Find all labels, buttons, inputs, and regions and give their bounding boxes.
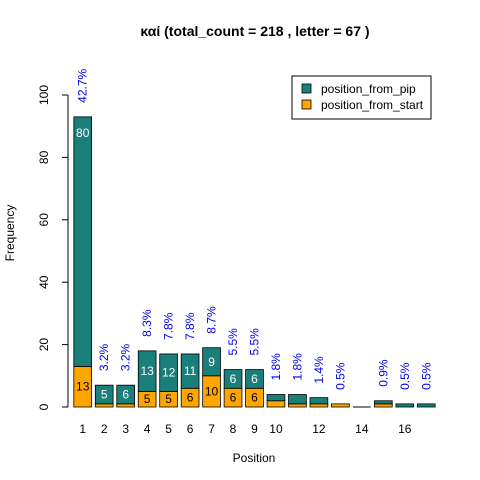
bar-segment-pip	[137, 350, 157, 392]
legend-box	[291, 75, 432, 120]
segment-label-pip: 13	[140, 364, 154, 378]
bars	[73, 116, 436, 408]
bar-segment-start	[331, 403, 350, 408]
y-tick-label: 60	[37, 213, 51, 227]
bar-segment-pip	[416, 403, 436, 408]
bar-segment-pip	[245, 369, 264, 389]
x-tick-label: 6	[187, 422, 194, 436]
segment-label-pip: 6	[122, 388, 129, 402]
bar-segment-pip	[159, 353, 178, 392]
percent-label: 7.8%	[162, 312, 176, 340]
percent-labels: 42.7% 3.2% 3.2% 8.3% 7.8% 7.8% 8.7% 5.5% 5.5% 1.8…	[76, 68, 434, 389]
percent-label: 3.2%	[119, 343, 133, 371]
segment-label-start: 6	[187, 391, 194, 405]
bar-segment-start	[309, 403, 329, 408]
segment-label-start: 5	[165, 392, 172, 406]
bar-segment-pip	[223, 369, 243, 389]
segment-label-start: 13	[76, 380, 90, 394]
segment-label-start: 5	[144, 392, 151, 406]
x-axis: 1 2 3 4 5 6 7 8 9 10 12 14 16	[79, 422, 411, 436]
x-tick-label: 10	[269, 422, 283, 436]
bar-segment-start	[266, 400, 286, 408]
bar-segment-start	[288, 403, 307, 408]
x-tick-label: 4	[144, 422, 151, 436]
percent-label: 1.8%	[290, 353, 304, 381]
bar-segment-start	[94, 403, 114, 408]
legend-entry-pip: position_from_pip	[321, 82, 416, 96]
bar-segment-pip	[395, 403, 415, 408]
percent-label: 1.4%	[312, 356, 326, 384]
percent-label: 0.9%	[376, 359, 390, 387]
percent-label: 5.5%	[226, 328, 240, 356]
percent-label: 0.5%	[398, 362, 412, 390]
y-axis: 0 20 40 60 80 100	[37, 85, 69, 410]
percent-label: 8.7%	[205, 306, 219, 334]
segment-label-start: 10	[205, 384, 219, 398]
y-tick-label: 40	[37, 275, 51, 289]
bar-segment-start	[116, 403, 135, 408]
segment-label-pip: 6	[230, 372, 237, 386]
bar-segment-pip	[94, 384, 114, 405]
legend-entry-start: position_from_start	[321, 98, 424, 112]
legend-swatch-pip	[301, 83, 312, 94]
percent-label: 0.5%	[333, 362, 347, 390]
x-tick-label: 16	[398, 422, 412, 436]
x-tick-label: 12	[312, 422, 326, 436]
percent-label: 42.7%	[76, 68, 90, 102]
percent-label: 0.5%	[419, 362, 433, 390]
bar-segment-pip	[309, 397, 329, 405]
bar-segment-start	[374, 403, 393, 408]
segment-label-pip: 11	[184, 364, 197, 378]
x-tick-label: 1	[79, 422, 86, 436]
percent-label: 5.5%	[248, 328, 262, 356]
percent-label: 1.8%	[269, 353, 283, 381]
chart-title: καί (total_count = 218 , letter = 67 )	[140, 23, 369, 39]
segment-label-pip: 6	[251, 372, 258, 386]
bar-segment-pip	[288, 394, 307, 405]
x-axis-label: Position	[233, 451, 276, 465]
bar-segment-pip	[374, 400, 393, 405]
segment-label-pip: 80	[76, 126, 90, 140]
percent-label: 3.2%	[97, 343, 111, 371]
bar-segment-pip	[180, 353, 200, 389]
segment-label-pip: 5	[101, 388, 108, 402]
bar-segment-pip	[202, 347, 221, 377]
x-tick-label: 5	[165, 422, 172, 436]
y-tick-label: 100	[37, 85, 51, 105]
y-axis-label: Frequency	[3, 205, 17, 262]
segment-label-start: 6	[230, 391, 237, 405]
percent-label: 7.8%	[183, 312, 197, 340]
x-tick-label: 8	[230, 422, 237, 436]
legend-swatch-start	[301, 99, 312, 110]
x-tick-label: 7	[208, 422, 215, 436]
segment-label-pip: 9	[208, 355, 215, 369]
y-tick-label: 0	[37, 403, 51, 410]
bar-segment-pip	[266, 394, 286, 402]
bar-segment-pip	[116, 384, 135, 405]
y-tick-label: 80	[37, 150, 51, 164]
percent-label: 8.3%	[140, 309, 154, 337]
x-tick-label: 3	[122, 422, 129, 436]
bar-segment-pip	[73, 116, 93, 367]
y-tick-label: 20	[37, 338, 51, 352]
legend: position_from_pip position_from_start	[291, 75, 432, 120]
x-tick-label: 2	[101, 422, 108, 436]
x-tick-label: 14	[355, 422, 369, 436]
x-tick-label: 9	[251, 422, 258, 436]
segment-label-pip: 12	[162, 366, 176, 380]
segment-label-start: 6	[251, 391, 258, 405]
